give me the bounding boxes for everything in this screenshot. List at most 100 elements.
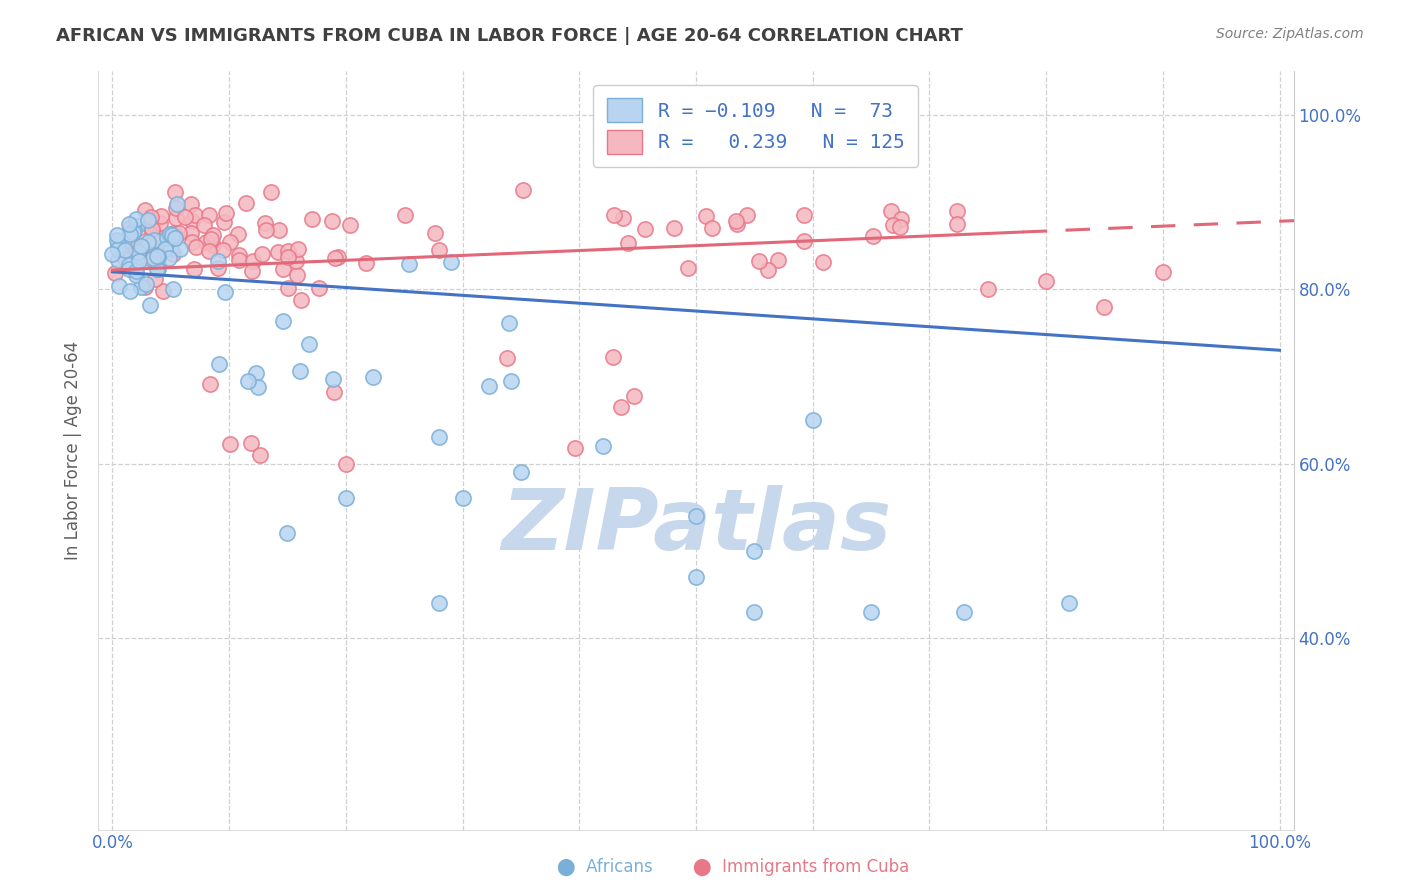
Point xyxy=(290,293,312,307)
Point xyxy=(793,208,815,222)
Point xyxy=(141,221,163,235)
Point xyxy=(101,247,124,261)
Point xyxy=(427,244,450,258)
Point xyxy=(242,254,264,268)
Point xyxy=(127,245,149,260)
Point xyxy=(228,252,250,267)
Point xyxy=(121,225,143,239)
Point xyxy=(322,372,344,386)
Point xyxy=(162,282,184,296)
Point xyxy=(662,220,685,235)
Point xyxy=(142,245,165,260)
Point xyxy=(200,232,222,246)
Point xyxy=(183,262,205,277)
Point xyxy=(287,243,309,257)
Point xyxy=(242,264,264,278)
Text: AFRICAN VS IMMIGRANTS FROM CUBA IN LABOR FORCE | AGE 20-64 CORRELATION CHART: AFRICAN VS IMMIGRANTS FROM CUBA IN LABOR… xyxy=(56,27,963,45)
Point xyxy=(1094,300,1116,314)
Point xyxy=(259,185,281,199)
Point xyxy=(202,228,225,243)
Point xyxy=(744,543,766,558)
Point xyxy=(564,441,586,455)
Point xyxy=(499,374,522,388)
Point xyxy=(162,247,184,261)
Point xyxy=(744,605,766,619)
Point xyxy=(162,233,184,247)
Point xyxy=(125,268,148,282)
Point xyxy=(134,203,156,218)
Point xyxy=(509,465,531,479)
Point xyxy=(246,380,269,394)
Point xyxy=(890,212,912,227)
Point xyxy=(146,262,169,277)
Point xyxy=(163,226,186,240)
Point xyxy=(139,298,162,312)
Point xyxy=(156,231,179,245)
Point xyxy=(104,267,127,281)
Point xyxy=(245,366,267,380)
Point xyxy=(277,250,299,264)
Point xyxy=(128,254,150,268)
Point xyxy=(125,264,148,278)
Point xyxy=(301,212,323,227)
Point xyxy=(198,244,221,259)
Point xyxy=(122,234,145,248)
Point xyxy=(623,389,645,403)
Point xyxy=(252,247,274,261)
Point xyxy=(308,281,330,295)
Point xyxy=(735,208,758,222)
Point xyxy=(211,243,233,257)
Point xyxy=(354,255,377,269)
Text: Source: ZipAtlas.com: Source: ZipAtlas.com xyxy=(1216,27,1364,41)
Point xyxy=(267,244,290,259)
Point xyxy=(288,364,311,378)
Point xyxy=(146,261,169,276)
Point xyxy=(725,217,748,231)
Point xyxy=(335,457,357,471)
Point xyxy=(118,217,141,231)
Point xyxy=(326,250,349,264)
Point xyxy=(166,197,188,211)
Point xyxy=(163,185,186,199)
Point xyxy=(277,280,299,294)
Point xyxy=(425,227,447,241)
Point xyxy=(118,284,141,298)
Point xyxy=(612,211,634,226)
Point xyxy=(685,570,707,584)
Point xyxy=(277,244,299,259)
Point xyxy=(138,213,160,227)
Point xyxy=(862,228,884,243)
Point xyxy=(201,238,224,252)
Point xyxy=(271,262,294,277)
Text: ⬤  Immigrants from Cuba: ⬤ Immigrants from Cuba xyxy=(693,858,910,876)
Point xyxy=(811,254,834,268)
Point xyxy=(107,233,129,247)
Point xyxy=(946,204,969,219)
Point xyxy=(146,250,169,264)
Point xyxy=(142,250,165,264)
Point xyxy=(138,235,160,250)
Point xyxy=(118,258,141,272)
Point xyxy=(118,230,141,244)
Point xyxy=(142,243,165,257)
Point xyxy=(148,229,170,244)
Point xyxy=(195,235,218,249)
Point xyxy=(212,215,235,229)
Point xyxy=(394,208,416,222)
Point xyxy=(249,448,271,462)
Point xyxy=(146,258,169,272)
Point xyxy=(167,226,190,240)
Point xyxy=(602,350,624,364)
Point xyxy=(254,222,277,236)
Point xyxy=(602,207,624,221)
Point xyxy=(184,208,207,222)
Point xyxy=(127,219,149,234)
Point xyxy=(238,374,260,388)
Point xyxy=(269,223,291,237)
Point xyxy=(157,252,180,266)
Point xyxy=(1035,273,1057,287)
Point xyxy=(766,252,789,267)
Text: ⬤  Africans: ⬤ Africans xyxy=(557,858,652,876)
Point xyxy=(165,202,187,216)
Point xyxy=(184,240,207,254)
